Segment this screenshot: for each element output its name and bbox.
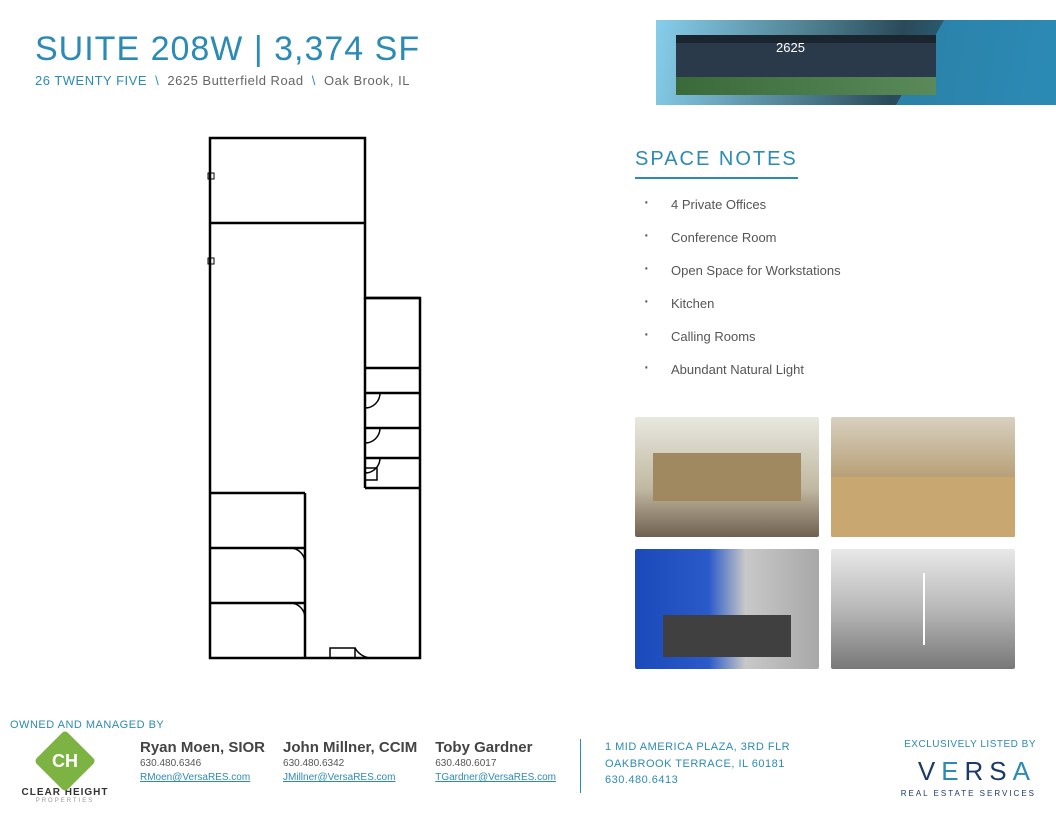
gallery-photo-lobby [831, 417, 1015, 537]
office-phone: 630.480.6413 [605, 772, 790, 789]
photo-gallery [635, 417, 1015, 669]
vertical-divider [580, 739, 581, 793]
listed-by-block: EXCLUSIVELY LISTED BY VERSA REAL ESTATE … [901, 739, 1036, 798]
floorplan-diagram [200, 128, 430, 668]
space-notes-title: SPACE NOTES [635, 148, 798, 179]
space-notes-list: 4 Private Offices Conference Room Open S… [635, 197, 1026, 377]
list-item: Abundant Natural Light [643, 362, 1026, 377]
contact-email-link[interactable]: JMillner@VersaRES.com [283, 772, 395, 783]
footer-row: CH CLEAR HEIGHT PROPERTIES Ryan Moen, SI… [10, 739, 1036, 804]
versa-tagline: REAL ESTATE SERVICES [901, 789, 1036, 798]
contact-card: Toby Gardner 630.480.6017 TGardner@Versa… [435, 739, 556, 793]
contact-card: John Millner, CCIM 630.480.6342 JMillner… [283, 739, 417, 793]
contact-name: Ryan Moen, SIOR [140, 739, 265, 756]
clear-height-logo: CH CLEAR HEIGHT PROPERTIES [10, 739, 120, 804]
list-item: 4 Private Offices [643, 197, 1026, 212]
building-number: 2625 [776, 40, 805, 55]
contact-email-link[interactable]: TGardner@VersaRES.com [435, 772, 556, 783]
gallery-photo-atrium [831, 549, 1015, 669]
list-item: Calling Rooms [643, 329, 1026, 344]
office-address: 1 MID AMERICA PLAZA, 3RD FLR OAKBROOK TE… [605, 739, 790, 793]
address-line: OAKBROOK TERRACE, IL 60181 [605, 756, 790, 773]
brand-name: 26 TWENTY FIVE [35, 73, 147, 88]
right-column: SPACE NOTES 4 Private Offices Conference… [635, 118, 1026, 669]
list-item: Conference Room [643, 230, 1026, 245]
list-item: Open Space for Workstations [643, 263, 1026, 278]
versa-logo: VERSA [901, 756, 1036, 787]
separator: \ [155, 73, 159, 88]
hero-photo: 2625 [656, 20, 1056, 105]
contact-phone: 630.480.6346 [140, 758, 265, 769]
address-line: 1 MID AMERICA PLAZA, 3RD FLR [605, 739, 790, 756]
separator: \ [312, 73, 316, 88]
address-city: Oak Brook, IL [324, 73, 410, 88]
contact-name: Toby Gardner [435, 739, 556, 756]
address-street: 2625 Butterfield Road [167, 73, 303, 88]
contact-phone: 630.480.6342 [283, 758, 417, 769]
logo-cube-icon: CH [34, 730, 96, 792]
floorplan-svg [200, 128, 430, 668]
contacts: Ryan Moen, SIOR 630.480.6346 RMoen@Versa… [140, 739, 881, 793]
contact-name: John Millner, CCIM [283, 739, 417, 756]
gallery-photo-conference [635, 417, 819, 537]
main-content: SPACE NOTES 4 Private Offices Conference… [0, 88, 1056, 669]
gallery-photo-gym [635, 549, 819, 669]
listed-by-label: EXCLUSIVELY LISTED BY [901, 739, 1036, 750]
owned-by-label: OWNED AND MANAGED BY [10, 719, 1036, 731]
contact-phone: 630.480.6017 [435, 758, 556, 769]
contact-email-link[interactable]: RMoen@VersaRES.com [140, 772, 250, 783]
logo-sub: PROPERTIES [10, 798, 120, 804]
floorplan-column [35, 118, 595, 669]
building-graphic [676, 35, 936, 95]
contact-card: Ryan Moen, SIOR 630.480.6346 RMoen@Versa… [140, 739, 265, 793]
list-item: Kitchen [643, 296, 1026, 311]
footer: OWNED AND MANAGED BY CH CLEAR HEIGHT PRO… [10, 719, 1036, 804]
